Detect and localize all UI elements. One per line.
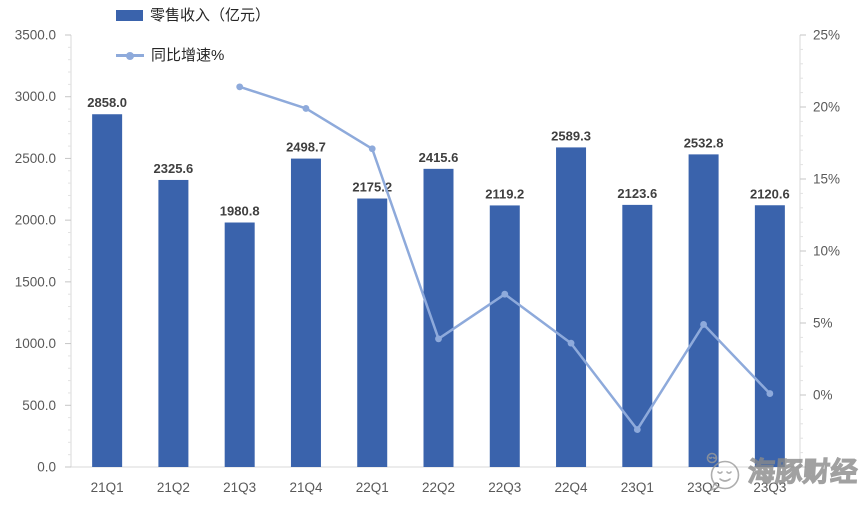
- bar-value-label: 2498.7: [286, 140, 326, 155]
- x-axis-label-23Q2: 23Q2: [687, 480, 720, 495]
- bar-value-label: 2175.2: [352, 180, 392, 195]
- bar-value-label: 2415.6: [419, 150, 459, 165]
- legend-label-revenue: 零售收入（亿元）: [150, 7, 271, 24]
- bar-21Q2: [158, 179, 189, 467]
- left-axis-tick-label: 1000.0: [15, 336, 56, 351]
- watermark-text: 海豚财经: [746, 456, 860, 487]
- right-axis-tick-label: 5%: [813, 316, 833, 331]
- x-axis-label-22Q3: 22Q3: [488, 480, 521, 495]
- left-axis-tick-label: 2000.0: [15, 213, 56, 228]
- chart-legend: 零售收入（亿元） 同比增速%: [116, 8, 270, 63]
- right-axis-tick-label: 25%: [813, 28, 840, 43]
- bar-21Q4: [290, 158, 321, 467]
- right-axis-tick-label: 0%: [813, 388, 833, 403]
- wechat-icon: [706, 452, 740, 492]
- line-point-22Q4: [567, 339, 575, 347]
- right-axis-tick-label: 10%: [813, 244, 840, 259]
- bar-value-label: 2532.8: [684, 135, 724, 150]
- right-axis-tick-label: 15%: [813, 172, 840, 187]
- line-point-23Q3: [766, 390, 774, 397]
- line-point-22Q3: [501, 290, 509, 298]
- bar-value-label: 2858.0: [87, 95, 127, 110]
- bar-series-swatch: [116, 10, 143, 21]
- legend-item-growth: 同比增速%: [116, 48, 270, 63]
- bar-23Q1: [622, 204, 653, 467]
- bar-22Q2: [423, 168, 454, 467]
- bar-value-label: 2325.6: [154, 161, 194, 176]
- left-axis-tick-label: 1500.0: [15, 274, 56, 289]
- left-axis-tick-label: 3000.0: [15, 89, 56, 104]
- bar-value-label: 1980.8: [220, 204, 260, 219]
- left-axis-tick-label: 3500.0: [15, 28, 56, 43]
- bar-21Q1: [92, 114, 123, 467]
- bar-23Q2: [688, 154, 719, 467]
- x-axis-label-21Q3: 21Q3: [223, 480, 256, 495]
- bar-22Q1: [357, 198, 388, 467]
- bar-value-label: 2119.2: [485, 186, 524, 201]
- bar-value-label: 2123.6: [617, 186, 657, 201]
- line-point-21Q3: [236, 83, 244, 91]
- legend-label-growth: 同比增速%: [151, 47, 225, 64]
- x-axis-label-22Q2: 22Q2: [422, 480, 455, 495]
- left-axis-tick-label: 2500.0: [15, 151, 56, 166]
- bar-23Q3: [754, 205, 785, 467]
- left-axis-tick-label: 500.0: [22, 398, 56, 413]
- x-axis-label-23Q3: 23Q3: [753, 480, 786, 495]
- bar-value-label: 2589.3: [551, 128, 591, 143]
- bar-value-label: 2120.6: [750, 186, 790, 201]
- x-axis-label-22Q1: 22Q1: [356, 480, 389, 495]
- line-series-swatch: [116, 51, 144, 60]
- bar-21Q3: [224, 222, 255, 467]
- x-axis-label-21Q4: 21Q4: [289, 480, 323, 495]
- x-axis-label-21Q1: 21Q1: [91, 480, 124, 495]
- legend-item-revenue: 零售收入（亿元）: [116, 8, 270, 23]
- line-point-23Q1: [633, 426, 641, 433]
- line-point-22Q1: [368, 145, 376, 153]
- watermark: 海豚财经: [702, 450, 860, 494]
- bar-22Q4: [556, 147, 587, 467]
- x-axis-label-23Q1: 23Q1: [621, 480, 654, 495]
- bar-22Q3: [489, 205, 520, 467]
- left-axis-tick-label: 0.0: [37, 460, 56, 475]
- line-point-23Q2: [700, 321, 707, 328]
- line-point-22Q2: [435, 335, 442, 343]
- x-axis-label-22Q4: 22Q4: [555, 480, 589, 495]
- line-point-21Q4: [302, 105, 310, 112]
- right-axis-tick-label: 20%: [813, 100, 840, 115]
- x-axis-label-21Q2: 21Q2: [157, 480, 190, 495]
